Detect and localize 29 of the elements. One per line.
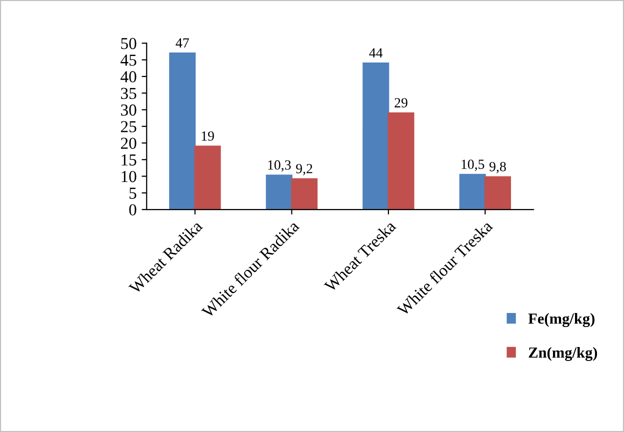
legend-label: Fe(mg/kg) bbox=[528, 313, 594, 328]
y-tick-label: 45 bbox=[120, 54, 136, 66]
bar bbox=[484, 176, 511, 210]
data-label: 47 bbox=[176, 38, 189, 48]
y-tick-label: 5 bbox=[130, 188, 136, 199]
y-tick-label: 15 bbox=[122, 154, 136, 166]
bar bbox=[388, 112, 414, 210]
data-label: 10,5 bbox=[462, 160, 484, 171]
data-label: 9,8 bbox=[490, 162, 506, 174]
y-tick-label: 25 bbox=[120, 121, 136, 132]
bar bbox=[194, 146, 221, 210]
bar bbox=[362, 62, 390, 210]
bar bbox=[291, 178, 318, 210]
y-tick-label: 0 bbox=[129, 204, 136, 216]
legend-label: Zn(mg/kg) bbox=[528, 346, 598, 361]
data-label: 10,3 bbox=[268, 160, 291, 172]
bar bbox=[266, 174, 292, 210]
data-label: 44 bbox=[369, 48, 383, 58]
y-tick-label: 35 bbox=[121, 88, 136, 100]
data-label: 29 bbox=[394, 98, 408, 108]
data-label: 19 bbox=[202, 131, 214, 141]
bar bbox=[169, 52, 196, 210]
y-tick-label: 40 bbox=[120, 71, 136, 82]
y-tick-label: 10 bbox=[122, 170, 136, 182]
y-tick-label: 20 bbox=[120, 138, 136, 149]
data-label: 9,2 bbox=[296, 164, 312, 176]
y-tick-label: 50 bbox=[121, 38, 136, 50]
bar bbox=[459, 174, 486, 210]
y-tick-label: 30 bbox=[121, 104, 136, 116]
